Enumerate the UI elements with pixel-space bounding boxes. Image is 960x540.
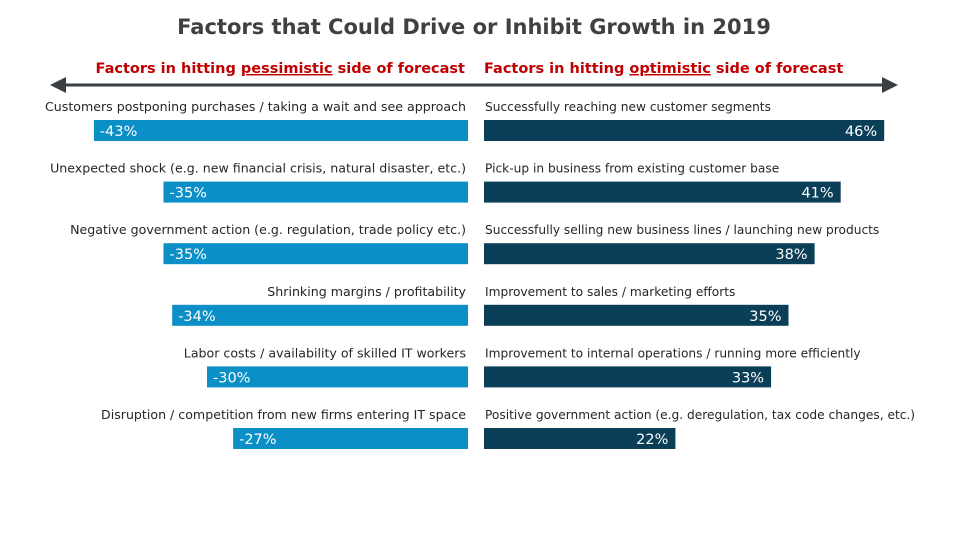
right-bar-2 <box>484 181 841 203</box>
left-category-label-4: Shrinking margins / profitability <box>267 284 466 299</box>
right-value-label-6: 22% <box>636 432 668 448</box>
left-category-label-5: Labor costs / availability of skilled IT… <box>184 345 466 360</box>
left-bar-5 <box>207 366 468 388</box>
left-category-label-1: Customers postponing purchases / taking … <box>45 99 466 114</box>
left-value-label-2: -35% <box>170 186 207 202</box>
right-heading: Factors in hitting optimistic side of fo… <box>484 61 843 77</box>
right-value-label-4: 35% <box>749 309 781 325</box>
left-heading-keyword: pessimistic <box>241 61 333 77</box>
left-value-label-5: -30% <box>213 370 250 386</box>
right-category-label-1: Successfully reaching new customer segme… <box>485 100 771 114</box>
right-bar-4 <box>484 304 789 326</box>
left-category-label-2: Unexpected shock (e.g. new financial cri… <box>50 161 466 176</box>
left-bar-6 <box>233 428 468 449</box>
left-value-label-3: -35% <box>170 247 207 263</box>
right-bar-5 <box>484 366 772 388</box>
right-value-label-3: 38% <box>775 247 807 263</box>
left-value-label-1: -43% <box>100 124 137 140</box>
right-heading-keyword: optimistic <box>629 61 710 77</box>
right-category-label-3: Successfully selling new business lines … <box>485 223 879 237</box>
right-value-label-2: 41% <box>801 186 833 202</box>
left-heading: Factors in hitting pessimistic side of f… <box>96 61 466 77</box>
left-value-label-6: -27% <box>239 432 276 448</box>
double-arrow-icon <box>50 77 898 93</box>
arrow-head-left <box>50 77 66 93</box>
right-bar-1 <box>484 120 885 141</box>
right-category-label-5: Improvement to internal operations / run… <box>485 346 861 360</box>
left-category-label-3: Negative government action (e.g. regulat… <box>70 222 466 237</box>
right-bar-3 <box>484 243 815 265</box>
left-value-label-4: -34% <box>178 309 215 325</box>
left-category-label-6: Disruption / competition from new firms … <box>101 407 466 422</box>
left-bar-2 <box>163 181 468 203</box>
right-category-label-6: Positive government action (e.g. deregul… <box>485 408 915 422</box>
chart-title: Factors that Could Drive or Inhibit Grow… <box>177 15 771 39</box>
right-category-label-2: Pick-up in business from existing custom… <box>485 162 779 176</box>
right-bar-6 <box>484 428 676 449</box>
right-value-label-5: 33% <box>732 370 764 386</box>
right-value-label-1: 46% <box>845 124 877 140</box>
right-category-label-4: Improvement to sales / marketing efforts <box>485 285 735 299</box>
arrow-head-right <box>882 77 898 93</box>
left-bar-1 <box>93 120 469 141</box>
bars-group: Customers postponing purchases / taking … <box>45 99 915 449</box>
left-bar-3 <box>163 243 468 265</box>
left-bar-4 <box>172 304 468 326</box>
